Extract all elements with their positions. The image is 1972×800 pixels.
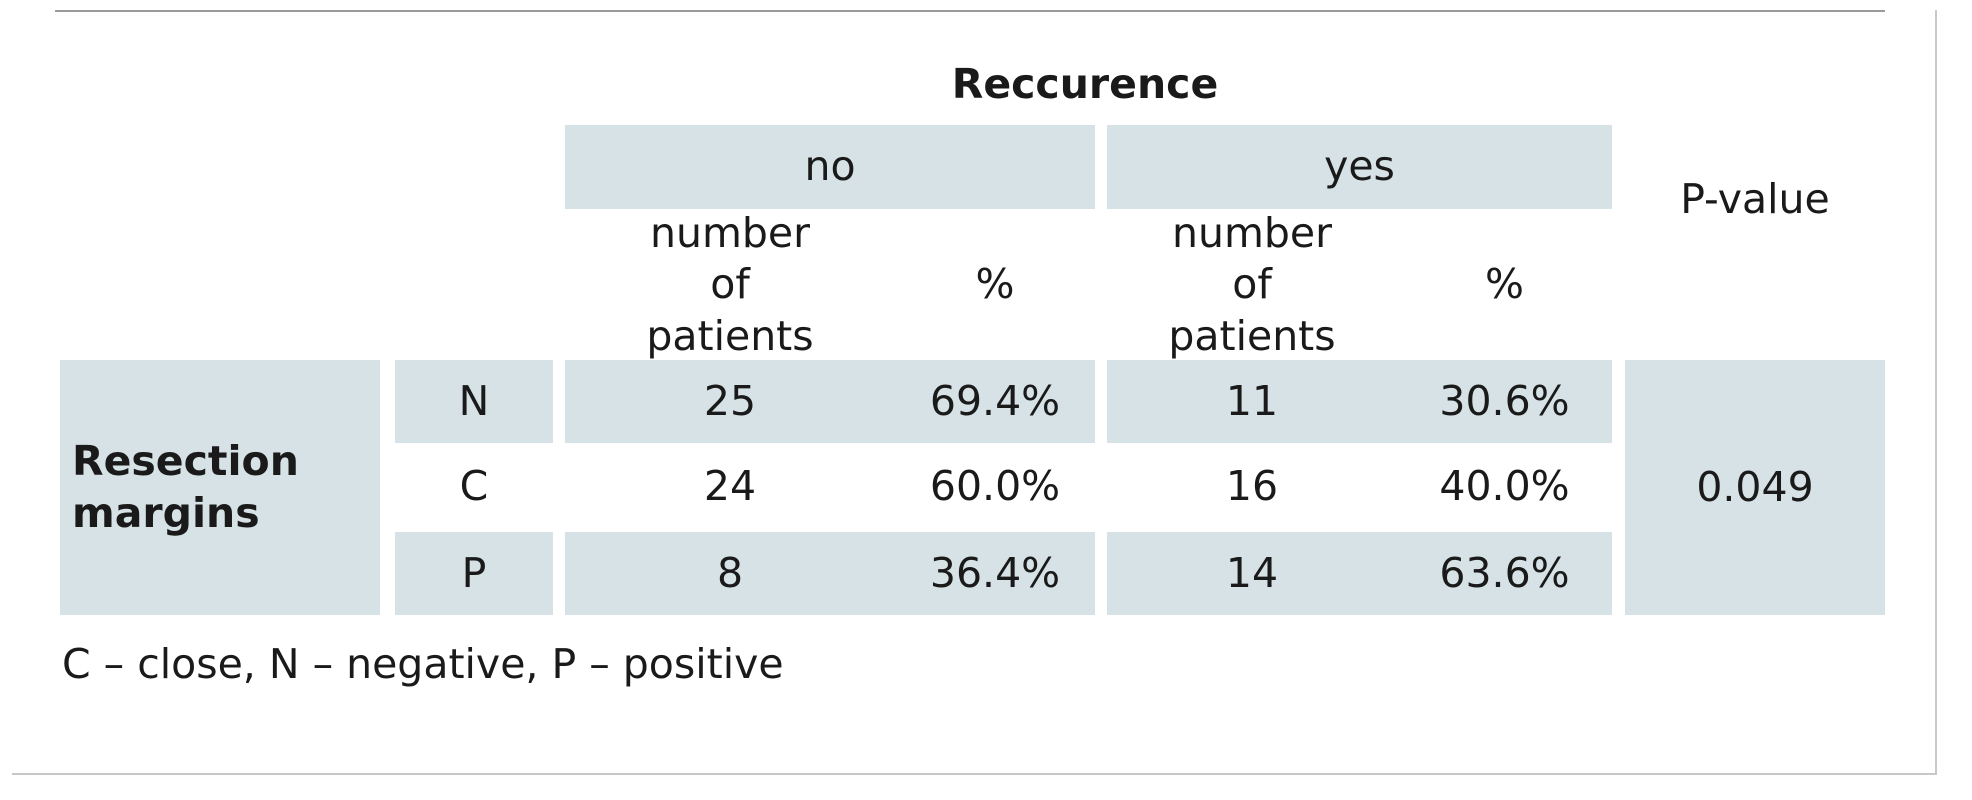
cell-no-pct: 36.4%: [895, 532, 1095, 615]
cell-no-count: 25: [565, 360, 895, 443]
cell-yes-pct: 63.6%: [1397, 532, 1612, 615]
header-pvalue: P-value: [1680, 175, 1830, 224]
row-margin-p: P: [395, 532, 553, 615]
table-footnote: C – close, N – negative, P – positive: [62, 640, 784, 688]
header-yes-count: number of patients: [1168, 209, 1336, 360]
cell-yes-count: 11: [1107, 360, 1397, 443]
row-margin-n: N: [395, 360, 553, 443]
cell-yes-count: 16: [1225, 461, 1279, 510]
header-no-count: number of patients: [646, 209, 814, 360]
top-rule: [55, 10, 1885, 12]
cell-yes-pct: 30.6%: [1397, 360, 1612, 443]
header-yes: yes: [1107, 125, 1612, 209]
table-frame: [12, 10, 1937, 775]
header-reccurence: Reccurence: [951, 60, 1219, 109]
header-no: no: [565, 125, 1095, 209]
cell-no-pct: 69.4%: [895, 360, 1095, 443]
header-no-pct: %: [975, 260, 1015, 309]
cell-no-count: 24: [703, 461, 757, 510]
cell-yes-pct: 40.0%: [1439, 461, 1570, 510]
pvalue-cell: 0.049: [1625, 360, 1885, 615]
cell-no-count: 8: [565, 532, 895, 615]
header-yes-pct: %: [1485, 260, 1524, 309]
cell-yes-count: 14: [1107, 532, 1397, 615]
cell-no-pct: 60.0%: [929, 461, 1061, 510]
row-margin-c: C: [459, 461, 489, 510]
row-group-label: Resection margins: [60, 360, 380, 615]
